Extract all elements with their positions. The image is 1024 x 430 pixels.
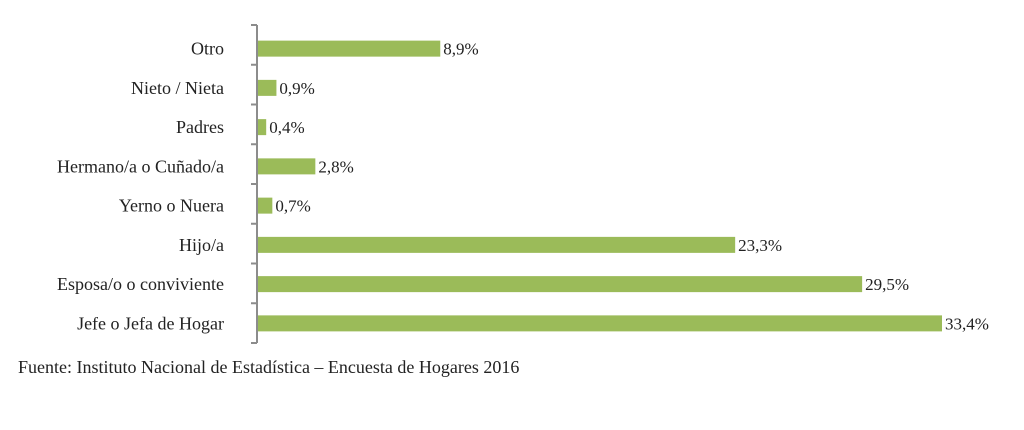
category-label: Esposa/o o conviviente — [57, 274, 224, 294]
bar — [258, 315, 942, 332]
category-label: Yerno o Nuera — [119, 196, 224, 216]
value-label: 0,9% — [279, 79, 314, 98]
value-label: 33,4% — [945, 314, 989, 333]
category-label: Hermano/a o Cuñado/a — [57, 156, 224, 176]
category-label: Nieto / Nieta — [131, 78, 224, 98]
bar — [258, 276, 863, 293]
bar — [258, 158, 316, 175]
value-label: 0,7% — [275, 197, 310, 216]
bar — [258, 40, 441, 57]
bars — [258, 40, 942, 332]
value-label: 2,8% — [318, 157, 353, 176]
category-label: Padres — [176, 117, 224, 137]
category-axis — [251, 24, 258, 344]
category-label: Hijo/a — [179, 235, 224, 255]
bar-chart: Otro 8,9% Nieto / Nieta 0,9% Padres 0,4% Herma… — [57, 24, 989, 344]
source-note: Fuente: Instituto Nacional de Estadístic… — [18, 357, 520, 377]
value-label: 23,3% — [738, 236, 782, 255]
value-label: 29,5% — [865, 275, 909, 294]
value-label: 8,9% — [443, 40, 478, 59]
category-label: Otro — [191, 39, 224, 59]
bar — [258, 79, 277, 96]
labels: Otro 8,9% Nieto / Nieta 0,9% Padres 0,4% Herma… — [57, 39, 989, 334]
bar — [258, 236, 736, 253]
category-label: Jefe o Jefa de Hogar — [77, 313, 224, 333]
value-label: 0,4% — [269, 118, 304, 137]
bar — [258, 119, 267, 136]
bar — [258, 197, 273, 214]
